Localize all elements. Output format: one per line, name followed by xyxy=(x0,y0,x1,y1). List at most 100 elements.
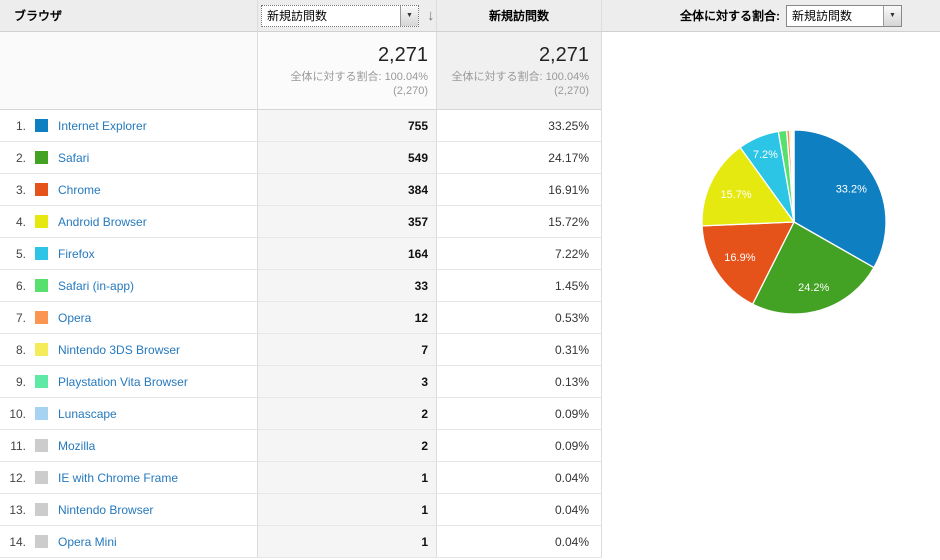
table-row-browser-cell: 5. Firefox xyxy=(0,238,258,270)
browser-link[interactable]: Safari (in-app) xyxy=(58,278,135,293)
row-rank: 9. xyxy=(15,374,26,389)
summary-percent-line: 全体に対する割合: 100.04% (2,270) xyxy=(451,71,589,97)
metric-value-cell: 1 xyxy=(258,462,437,494)
percent-value-cell: 0.31% xyxy=(437,334,602,366)
pie-chart-area: 33.2% 24.2% 16.9% 15.7% 7.2% xyxy=(602,32,940,558)
metric-value-cell: 33 xyxy=(258,270,437,302)
percent-value-cell: 1.45% xyxy=(437,270,602,302)
percent-value-cell: 0.04% xyxy=(437,494,602,526)
browser-link[interactable]: Opera Mini xyxy=(58,534,117,549)
table-row-browser-cell: 10. Lunascape xyxy=(0,398,258,430)
metric-column-label: 新規訪問数 xyxy=(488,9,549,23)
row-rank: 1. xyxy=(15,118,26,133)
metric-value-cell: 384 xyxy=(258,174,437,206)
legend-swatch-icon xyxy=(35,407,48,420)
pie-slice-label: 15.7% xyxy=(720,189,751,201)
percent-value-cell: 0.04% xyxy=(437,462,602,494)
chart-controls: 全体に対する割合: 新規訪問数 ▼ xyxy=(602,0,940,32)
row-rank: 10. xyxy=(9,406,26,421)
browser-link[interactable]: Internet Explorer xyxy=(58,118,147,133)
row-rank: 3. xyxy=(15,182,26,197)
browser-link[interactable]: IE with Chrome Frame xyxy=(58,470,179,485)
table-row-browser-cell: 14. Opera Mini xyxy=(0,526,258,558)
legend-swatch-icon xyxy=(35,119,48,132)
browser-link[interactable]: Mozilla xyxy=(58,438,96,453)
row-rank: 4. xyxy=(15,214,26,229)
legend-swatch-icon xyxy=(35,535,48,548)
metric-select-value: 新規訪問数 xyxy=(267,9,328,23)
row-rank: 2. xyxy=(15,150,26,165)
percent-select-value: 新規訪問数 xyxy=(792,9,853,23)
legend-swatch-icon xyxy=(35,503,48,516)
percent-value-cell: 33.25% xyxy=(437,110,602,142)
percent-value-cell: 16.91% xyxy=(437,174,602,206)
table-row-browser-cell: 3. Chrome xyxy=(0,174,258,206)
pie-chart: 33.2% 24.2% 16.9% 15.7% 7.2% xyxy=(701,129,887,315)
metric-value-cell: 357 xyxy=(258,206,437,238)
table-row-browser-cell: 7. Opera xyxy=(0,302,258,334)
browser-link[interactable]: Safari xyxy=(58,150,90,165)
pie-slice[interactable] xyxy=(793,129,887,269)
dropdown-arrow-icon[interactable]: ▼ xyxy=(883,5,901,26)
browser-link[interactable]: Chrome xyxy=(58,182,101,197)
percent-value-cell: 24.17% xyxy=(437,142,602,174)
table-row-browser-cell: 11. Mozilla xyxy=(0,430,258,462)
column-header-metric: 新規訪問数 xyxy=(437,0,602,32)
percent-value-cell: 0.04% xyxy=(437,526,602,558)
pie-slice-label: 7.2% xyxy=(753,149,778,161)
metric-select[interactable]: 新規訪問数 ▼ xyxy=(261,4,419,27)
percent-value-cell: 0.53% xyxy=(437,302,602,334)
browser-link[interactable]: Opera xyxy=(58,310,92,325)
legend-swatch-icon xyxy=(35,151,48,164)
metric-value-cell: 2 xyxy=(258,430,437,462)
percent-value-cell: 0.09% xyxy=(437,430,602,462)
dropdown-arrow-icon[interactable]: ▼ xyxy=(400,5,418,26)
browser-link[interactable]: Nintendo 3DS Browser xyxy=(58,342,181,357)
summary-spacer xyxy=(0,32,258,110)
pie-slice[interactable] xyxy=(701,221,796,306)
pie-slice-label: 24.2% xyxy=(798,282,829,294)
summary-total: 2,271 xyxy=(538,44,589,66)
row-rank: 13. xyxy=(9,502,26,517)
percent-value-cell: 7.22% xyxy=(437,238,602,270)
browser-link[interactable]: Nintendo Browser xyxy=(58,502,154,517)
percent-metric-select[interactable]: 新規訪問数 ▼ xyxy=(786,4,902,27)
row-rank: 5. xyxy=(15,246,26,261)
browser-link[interactable]: Playstation Vita Browser xyxy=(58,374,188,389)
metric-value-cell: 755 xyxy=(258,110,437,142)
legend-swatch-icon xyxy=(35,215,48,228)
table-row-browser-cell: 9. Playstation Vita Browser xyxy=(0,366,258,398)
percent-value-cell: 0.13% xyxy=(437,366,602,398)
legend-swatch-icon xyxy=(35,375,48,388)
table-row-browser-cell: 1. Internet Explorer xyxy=(0,110,258,142)
summary-percent-line: 全体に対する割合: 100.04% (2,270) xyxy=(290,71,428,97)
row-rank: 14. xyxy=(9,534,26,549)
table-row-browser-cell: 13. Nintendo Browser xyxy=(0,494,258,526)
table-row-browser-cell: 4. Android Browser xyxy=(0,206,258,238)
metric-value-cell: 549 xyxy=(258,142,437,174)
column-header-metric-select: 新規訪問数 ▼ ↓ xyxy=(258,0,437,32)
legend-swatch-icon xyxy=(35,183,48,196)
pie-slice-label: 33.2% xyxy=(836,184,867,196)
pie-slice[interactable] xyxy=(701,146,796,227)
metric-value-cell: 12 xyxy=(258,302,437,334)
metric-value-cell: 7 xyxy=(258,334,437,366)
legend-swatch-icon xyxy=(35,279,48,292)
percent-value-cell: 0.09% xyxy=(437,398,602,430)
row-rank: 6. xyxy=(15,278,26,293)
metric-value-cell: 1 xyxy=(258,526,437,558)
summary-metric-cell: 2,271 全体に対する割合: 100.04% (2,270) xyxy=(258,32,437,110)
row-rank: 8. xyxy=(15,342,26,357)
summary-total: 2,271 xyxy=(377,44,428,66)
browser-link[interactable]: Firefox xyxy=(58,246,95,261)
summary-percent-cell: 2,271 全体に対する割合: 100.04% (2,270) xyxy=(437,32,602,110)
row-rank: 11. xyxy=(10,438,26,453)
browser-link[interactable]: Lunascape xyxy=(58,406,117,421)
table-row-browser-cell: 6. Safari (in-app) xyxy=(0,270,258,302)
sort-descending-icon[interactable]: ↓ xyxy=(427,7,435,24)
percent-value-cell: 15.72% xyxy=(437,206,602,238)
row-rank: 7. xyxy=(15,310,26,325)
column-header-browser: ブラウザ xyxy=(0,0,258,32)
browser-link[interactable]: Android Browser xyxy=(58,214,147,229)
